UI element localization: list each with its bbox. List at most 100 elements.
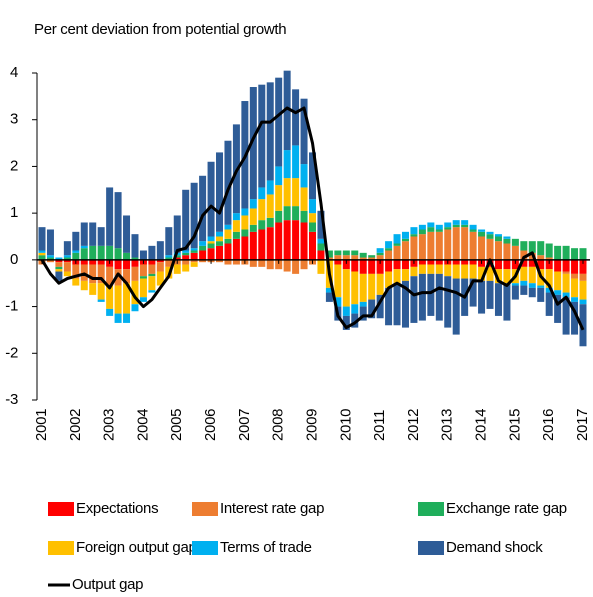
bar-segment xyxy=(199,259,207,263)
bar-segment xyxy=(106,187,114,246)
bar-segment xyxy=(511,285,519,300)
bar-segment xyxy=(258,229,266,260)
bar-segment xyxy=(97,299,105,302)
bar-segment xyxy=(418,273,426,321)
bar-segment xyxy=(385,271,393,288)
bar-segment xyxy=(325,257,333,260)
y-tick-label: 2 xyxy=(10,157,18,174)
bar-segment xyxy=(368,273,376,300)
bar-segment xyxy=(97,283,105,300)
bar-segment xyxy=(216,236,224,242)
legend-label: Terms of trade xyxy=(220,539,312,556)
bar-segment xyxy=(520,259,528,267)
bar-segment xyxy=(123,283,131,314)
bar-segment xyxy=(114,192,122,249)
bar-segment xyxy=(554,290,562,295)
bar-segment xyxy=(571,278,579,298)
bar-segment xyxy=(106,285,114,309)
bar-segment xyxy=(80,222,88,246)
bar-segment xyxy=(190,259,198,263)
x-tick-label: 2001 xyxy=(33,409,50,441)
bar-segment xyxy=(342,315,350,330)
bar-segment xyxy=(38,255,46,260)
bar-segment xyxy=(249,199,257,209)
bar-segment xyxy=(368,257,376,260)
bar-segment xyxy=(106,308,114,316)
legend-swatch xyxy=(192,541,218,555)
bar-segment xyxy=(435,229,443,232)
bar-segment xyxy=(342,306,350,316)
bar-segment xyxy=(148,264,156,274)
bar-segment xyxy=(123,252,131,260)
bar-segment xyxy=(182,252,190,256)
bar-segment xyxy=(63,271,71,277)
bar-segment xyxy=(410,227,418,235)
bar-segment xyxy=(182,255,190,260)
bar-segment xyxy=(266,217,274,228)
line xyxy=(40,106,585,331)
bar-segment xyxy=(494,241,502,260)
bar-segment xyxy=(97,259,105,265)
bar-segment xyxy=(401,269,409,281)
bar-segment xyxy=(292,89,300,146)
bar-segment xyxy=(300,98,308,165)
bar-segment xyxy=(249,208,257,225)
bar-segment xyxy=(275,166,283,186)
bar-segment xyxy=(207,161,215,237)
bar-segment xyxy=(486,238,494,260)
bar-segment xyxy=(148,290,156,293)
bar-segment xyxy=(342,259,350,270)
bar-segment xyxy=(123,269,131,284)
bar-segment xyxy=(494,283,502,316)
bar-segment xyxy=(418,234,426,260)
chart-title: Per cent deviation from potential growth xyxy=(34,21,286,38)
bar-segment xyxy=(520,280,528,286)
bar-segment xyxy=(562,292,570,298)
bar-segment xyxy=(249,259,257,267)
bar-segment xyxy=(173,215,181,253)
bar-segment xyxy=(486,280,494,309)
bar-segment xyxy=(139,297,147,302)
bar-segment xyxy=(385,241,393,249)
bar-segment xyxy=(385,248,393,251)
bar-segment xyxy=(300,222,308,260)
bar-segment xyxy=(478,231,486,237)
bar-segment xyxy=(545,259,553,270)
bar-segment xyxy=(292,220,300,260)
bar-segment xyxy=(461,224,469,228)
bar-segment xyxy=(334,297,342,307)
bar-segment xyxy=(106,266,114,286)
bar-segment xyxy=(537,259,545,270)
bar-segment xyxy=(317,250,325,260)
bar-segment xyxy=(418,264,426,274)
bar-segment xyxy=(376,255,384,260)
bar-segment xyxy=(562,271,570,274)
bar-segment xyxy=(241,236,249,260)
bar-segment xyxy=(317,243,325,251)
bar-segment xyxy=(224,229,232,239)
bar-segment xyxy=(410,234,418,237)
bar-segment xyxy=(249,224,257,232)
bar-segment xyxy=(46,259,54,263)
bar-segment xyxy=(106,245,114,260)
bar-segment xyxy=(511,238,519,246)
bar-segment xyxy=(359,252,367,258)
bar-segment xyxy=(275,77,283,167)
bar-segment xyxy=(486,231,494,235)
bar-segment xyxy=(190,182,198,249)
legend-label: Demand shock xyxy=(446,539,543,556)
bar-segment xyxy=(292,145,300,179)
bar-segment xyxy=(283,150,291,179)
bar-segment xyxy=(571,297,579,302)
bar-segment xyxy=(444,264,452,277)
bar-segment xyxy=(351,255,359,260)
bar-segment xyxy=(334,255,342,260)
bar-segment xyxy=(520,250,528,260)
bar-segment xyxy=(562,273,570,293)
bar-segment xyxy=(249,231,257,260)
y-tick-label: -1 xyxy=(5,298,18,315)
bar-segment xyxy=(503,238,511,244)
bar-segment xyxy=(165,255,173,258)
bar-segment xyxy=(89,259,97,265)
bar-segment xyxy=(309,231,316,260)
